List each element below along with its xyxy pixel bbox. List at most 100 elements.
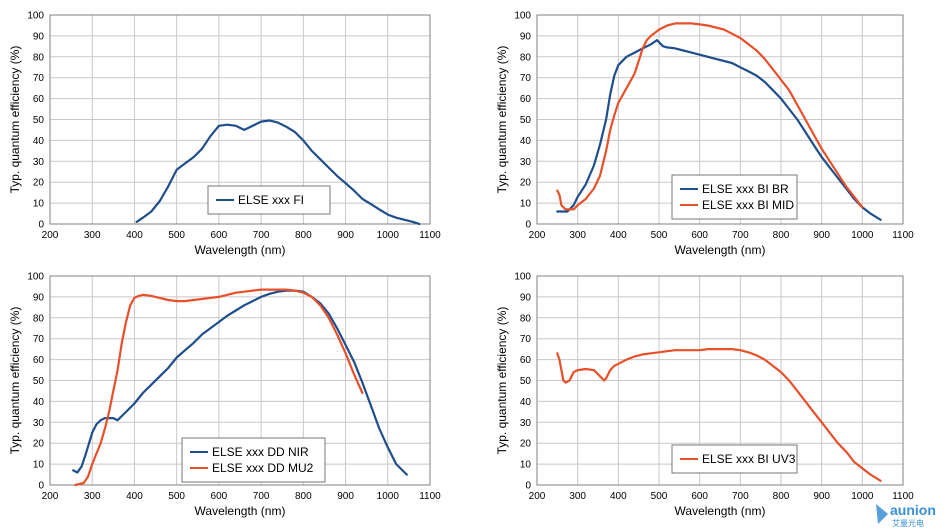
- y-tick-label: 0: [525, 481, 531, 492]
- legend-entry: ELSE xxx BI UV3: [702, 452, 796, 466]
- x-tick-label: 600: [211, 230, 228, 241]
- x-tick-label: 700: [253, 230, 270, 241]
- x-tick-label: 1000: [851, 230, 874, 241]
- series-line-1: [135, 119, 421, 226]
- y-tick-label: 10: [520, 460, 532, 471]
- y-tick-label: 90: [33, 292, 45, 303]
- x-tick-label: 800: [773, 230, 790, 241]
- x-axis-label: Wavelength (nm): [675, 504, 766, 518]
- legend-entry: ELSE xxx BI MID: [702, 198, 794, 212]
- x-tick-label: 1100: [892, 491, 914, 502]
- y-tick-label: 0: [38, 481, 44, 492]
- legend-entry: ELSE xxx FI: [238, 193, 304, 207]
- x-tick-label: 800: [295, 230, 312, 241]
- x-tick-label: 300: [569, 230, 586, 241]
- y-tick-label: 30: [520, 157, 532, 168]
- y-tick-label: 60: [520, 355, 532, 366]
- y-tick-label: 60: [33, 355, 45, 366]
- logo-mark-icon: [876, 504, 888, 524]
- y-tick-label: 10: [33, 199, 45, 210]
- x-tick-label: 300: [84, 230, 101, 241]
- y-tick-label: 100: [514, 272, 531, 283]
- y-tick-label: 10: [520, 199, 532, 210]
- logo-subtext: 艾量光电: [892, 518, 924, 528]
- y-axis-label: Typ. quantum efficiency (%): [8, 307, 22, 455]
- x-tick-label: 200: [529, 230, 546, 241]
- x-tick-label: 400: [610, 491, 627, 502]
- y-axis-label: Typ. quantum efficiency (%): [495, 307, 509, 455]
- y-tick-label: 20: [33, 439, 45, 450]
- x-tick-label: 500: [651, 491, 668, 502]
- x-axis-label: Wavelength (nm): [195, 504, 286, 518]
- x-tick-label: 700: [732, 491, 749, 502]
- x-tick-label: 900: [337, 491, 354, 502]
- x-tick-label: 1100: [419, 230, 441, 241]
- y-tick-label: 10: [33, 460, 45, 471]
- x-tick-label: 200: [529, 491, 546, 502]
- y-tick-label: 100: [27, 272, 44, 283]
- x-tick-label: 900: [813, 230, 830, 241]
- x-axis-label: Wavelength (nm): [195, 243, 286, 257]
- y-tick-label: 20: [520, 439, 532, 450]
- y-tick-label: 90: [33, 31, 45, 42]
- x-tick-label: 700: [732, 230, 749, 241]
- y-tick-label: 40: [33, 397, 45, 408]
- plot-frame: [536, 14, 904, 225]
- y-tick-label: 40: [33, 136, 45, 147]
- x-tick-label: 900: [337, 230, 354, 241]
- y-tick-label: 70: [520, 334, 532, 345]
- plot-frame: [49, 14, 431, 225]
- y-tick-label: 90: [520, 31, 532, 42]
- series-line-2: [556, 22, 864, 211]
- x-tick-label: 400: [126, 491, 143, 502]
- x-tick-label: 400: [610, 230, 627, 241]
- x-tick-label: 600: [211, 491, 228, 502]
- x-tick-label: 900: [813, 491, 830, 502]
- y-tick-label: 30: [33, 157, 45, 168]
- y-tick-label: 0: [38, 220, 44, 231]
- x-tick-label: 600: [691, 491, 708, 502]
- x-tick-label: 1000: [851, 491, 874, 502]
- x-tick-label: 500: [168, 491, 185, 502]
- y-tick-label: 20: [33, 178, 45, 189]
- legend-entry: ELSE xxx BI BR: [702, 182, 789, 196]
- y-tick-label: 100: [514, 11, 531, 22]
- y-tick-label: 70: [33, 334, 45, 345]
- series-line-2: [74, 288, 364, 487]
- y-tick-label: 50: [520, 376, 532, 387]
- chart-panel-dd-nir-mu2: 0 10 20 30 40 50 60 70 80 90 100 200 300 400 500 600 700…: [8, 272, 441, 519]
- y-tick-label: 70: [33, 73, 45, 84]
- y-tick-label: 50: [33, 376, 45, 387]
- x-axis-label: Wavelength (nm): [675, 243, 766, 257]
- x-tick-label: 700: [253, 491, 270, 502]
- x-tick-label: 600: [691, 230, 708, 241]
- y-axis-label: Typ. quantum efficiency (%): [8, 46, 22, 194]
- y-tick-label: 20: [520, 178, 532, 189]
- plot-frame: [49, 275, 431, 486]
- x-tick-label: 500: [651, 230, 668, 241]
- series-line-1: [556, 39, 882, 221]
- x-tick-label: 200: [42, 491, 59, 502]
- y-tick-label: 50: [520, 115, 532, 126]
- y-tick-label: 80: [520, 313, 532, 324]
- x-tick-label: 800: [773, 491, 790, 502]
- legend-entry: ELSE xxx DD NIR: [212, 445, 309, 459]
- x-tick-label: 300: [569, 491, 586, 502]
- y-tick-label: 30: [33, 418, 45, 429]
- x-tick-label: 1000: [377, 230, 400, 241]
- y-tick-label: 30: [520, 418, 532, 429]
- y-axis-label: Typ. quantum efficiency (%): [495, 46, 509, 194]
- x-tick-label: 1100: [892, 230, 914, 241]
- legend-box: [181, 437, 326, 483]
- y-tick-label: 80: [33, 313, 45, 324]
- aunion-logo: aunion 艾量光电: [876, 502, 936, 528]
- x-tick-label: 1100: [419, 491, 441, 502]
- y-tick-label: 70: [520, 73, 532, 84]
- series-line-1: [556, 348, 882, 482]
- x-tick-label: 200: [42, 230, 59, 241]
- legend-box: [671, 174, 798, 220]
- x-tick-label: 400: [126, 230, 143, 241]
- y-tick-label: 60: [520, 94, 532, 105]
- logo-wordmark: aunion: [890, 502, 936, 518]
